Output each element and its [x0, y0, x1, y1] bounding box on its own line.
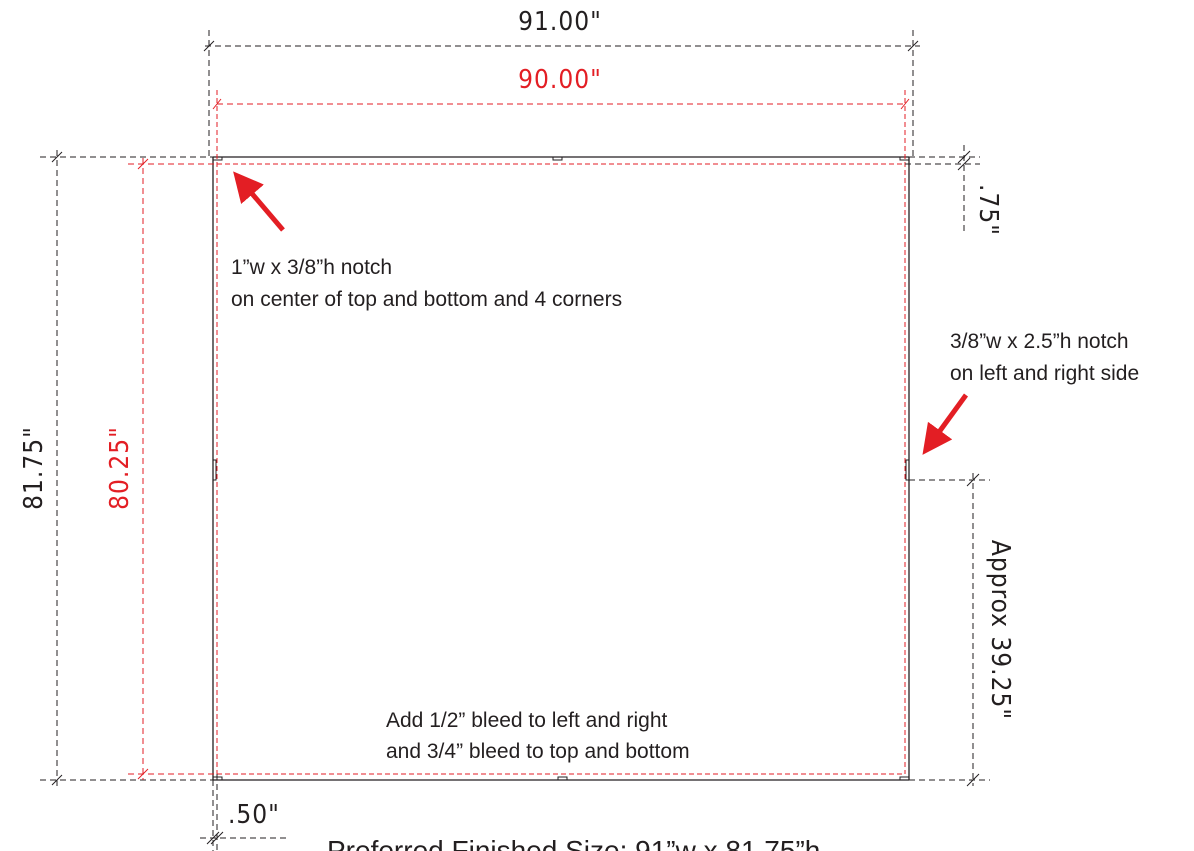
overall-height-label: 81.75": [19, 426, 49, 510]
side-notch-position-label: Approx 39.25": [985, 540, 1015, 720]
finished-width-dimension: [212, 98, 910, 110]
notch-left-side: [212, 459, 217, 481]
bleed-note-line1: Add 1/2” bleed to left and right: [386, 709, 668, 732]
top-bleed-dimension: [905, 145, 980, 232]
finished-width-label: 90.00": [518, 65, 602, 95]
overall-height-dimension: [40, 150, 213, 788]
panel-outline: [212, 156, 910, 781]
corner-notch-note-line1: 1”w x 3/8”h notch: [231, 256, 392, 279]
left-bleed-label: .50": [228, 800, 280, 830]
notch-bottom-right: [899, 776, 910, 781]
side-notch-dimension: [909, 473, 990, 787]
overall-width-label: 91.00": [518, 7, 602, 37]
notch-right-side: [905, 459, 910, 481]
side-notch-arrow: [922, 393, 969, 455]
finished-height-dimension: [128, 158, 217, 780]
top-bleed-label: .75": [973, 184, 1003, 236]
side-notch-note-line2: on left and right side: [950, 362, 1139, 385]
side-notch-note-line1: 3/8”w x 2.5”h notch: [950, 330, 1129, 353]
finished-height-label: 80.25": [105, 426, 135, 510]
overall-width-dimension: [203, 30, 920, 157]
notch-top-center: [552, 156, 563, 161]
finished-outline: [216, 90, 906, 775]
notches: [212, 156, 910, 781]
bleed-note-line2: and 3/4” bleed to top and bottom: [386, 740, 690, 763]
corner-notch-arrow: [233, 171, 285, 232]
corner-notch-note-line2: on center of top and bottom and 4 corner…: [231, 288, 622, 311]
finished-size-note: Preferred Finished Size: 91”w x 81.75”h: [327, 835, 820, 851]
left-bleed-dimension: [200, 774, 290, 851]
notch-bottom-center: [557, 776, 568, 781]
